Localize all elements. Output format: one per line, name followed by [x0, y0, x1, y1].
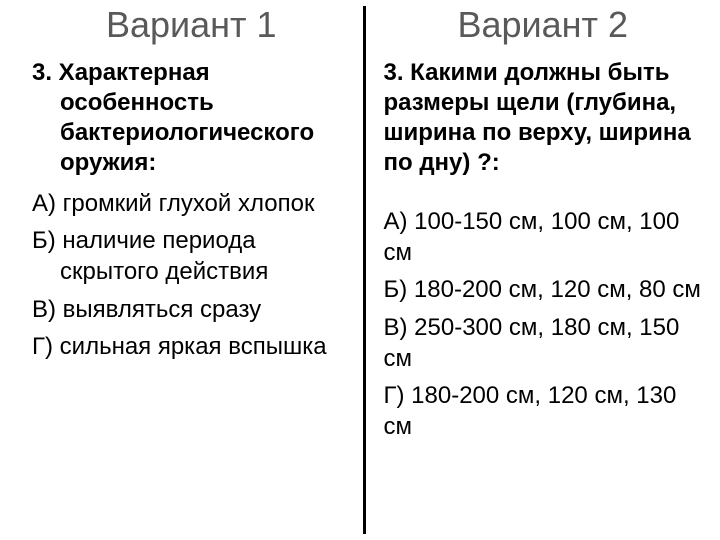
- variant-1-answer-a: А) громкий глухой хлопок: [32, 188, 351, 219]
- variant-2-answer-a: А) 100-150 см, 100 см, 100 см: [384, 206, 703, 268]
- variant-1-heading: Вариант 1: [32, 4, 351, 46]
- variant-2-answer-d: Г) 180-200 см, 120 см, 130 см: [384, 380, 703, 442]
- variant-1-answer-d: Г) сильная яркая вспышка: [32, 331, 351, 362]
- variant-2-answer-b: Б) 180-200 см, 120 см, 80 см: [384, 274, 703, 305]
- variant-2-column: Вариант 2 3. Какими должны быть размеры …: [366, 0, 720, 540]
- variant-2-heading: Вариант 2: [384, 4, 703, 46]
- variant-1-column: Вариант 1 3. Характерная особенность бак…: [0, 0, 363, 540]
- variant-2-question: 3. Какими должны быть размеры щели (глуб…: [384, 58, 703, 178]
- variant-1-answer-b: Б) наличие периода скрытого действия: [32, 225, 351, 287]
- variant-1-question: 3. Характерная особенность бактериологич…: [32, 58, 351, 178]
- spacer: [384, 188, 703, 206]
- variant-1-answer-c: В) выявляться сразу: [32, 294, 351, 325]
- variant-2-answer-c: В) 250-300 см, 180 см, 150 см: [384, 312, 703, 374]
